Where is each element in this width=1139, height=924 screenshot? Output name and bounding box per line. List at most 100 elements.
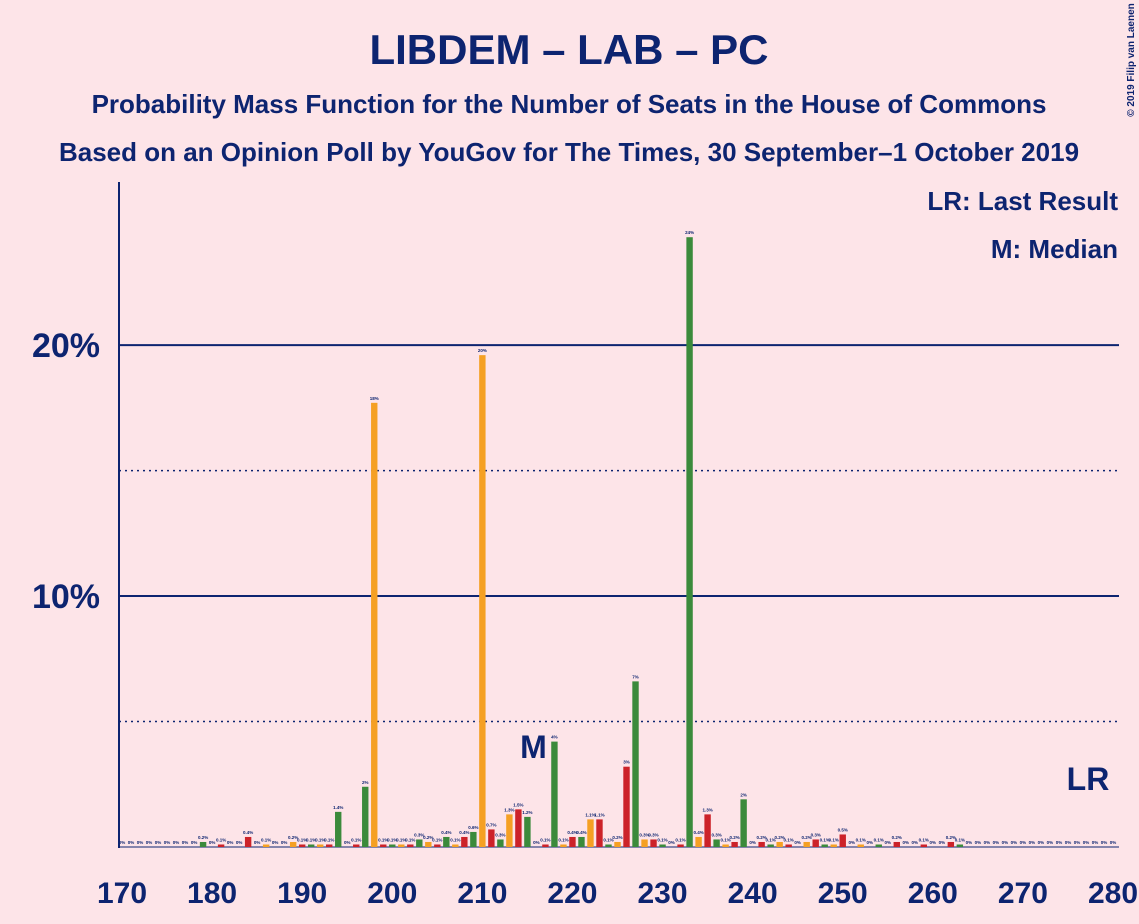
x-tick-label: 200	[367, 877, 417, 910]
value-label: 0.1%	[766, 837, 776, 842]
value-label: 0.1%	[720, 837, 730, 842]
value-label: 0.4%	[576, 830, 586, 835]
bar	[425, 841, 432, 847]
value-label: 0%	[227, 840, 234, 845]
value-label: 24%	[685, 230, 694, 235]
bar	[569, 836, 576, 847]
value-label: 0%	[1011, 840, 1018, 845]
value-label: 0.3%	[495, 832, 505, 837]
value-label: 0%	[173, 840, 180, 845]
value-label: 1.3%	[504, 807, 514, 812]
value-label: 0.1%	[315, 837, 325, 842]
value-label: 0.4%	[441, 830, 451, 835]
value-label: 2%	[740, 792, 747, 797]
value-label: 0.1%	[820, 837, 830, 842]
bar	[677, 844, 684, 847]
value-label: 0.1%	[396, 837, 406, 842]
bar	[893, 841, 900, 847]
bar	[920, 844, 928, 847]
value-label: 1.2%	[522, 810, 532, 815]
value-label: 0.3%	[414, 832, 424, 837]
value-label: 0%	[209, 840, 216, 845]
value-label: 0.1%	[378, 837, 388, 842]
value-label: 0%	[182, 840, 189, 845]
value-label: 0%	[993, 840, 1000, 845]
bar	[335, 811, 342, 847]
bar	[479, 355, 486, 847]
bar	[722, 844, 729, 847]
bar	[875, 844, 882, 847]
value-label: 0.3%	[648, 832, 658, 837]
value-label: 0%	[1047, 840, 1054, 845]
bar	[713, 839, 720, 847]
value-label: 0.1%	[919, 837, 929, 842]
value-label: 0%	[966, 840, 973, 845]
bar	[587, 819, 594, 847]
value-label: 0.6%	[468, 825, 478, 830]
value-label: 0%	[119, 840, 126, 845]
value-label: 0.1%	[261, 837, 271, 842]
value-label: 2%	[362, 780, 369, 785]
value-label: 0.2%	[198, 835, 208, 840]
value-label: 0%	[1110, 840, 1117, 845]
bar	[731, 841, 738, 847]
bar	[262, 844, 270, 847]
bar	[380, 844, 387, 847]
value-label: 0.3%	[811, 832, 821, 837]
bar	[686, 237, 693, 848]
bar	[704, 814, 711, 847]
value-label: 0%	[128, 840, 135, 845]
value-label: 0.1%	[657, 837, 667, 842]
bar	[217, 844, 225, 847]
value-label: 0%	[939, 840, 946, 845]
value-label: 0.7%	[486, 822, 496, 827]
bar	[857, 844, 864, 847]
value-label: 0%	[272, 840, 279, 845]
bar	[623, 766, 630, 847]
bar	[452, 844, 459, 847]
value-label: 3%	[623, 760, 630, 765]
value-label: 0.1%	[297, 837, 307, 842]
value-label: 0%	[1038, 840, 1045, 845]
value-label: 0.1%	[387, 837, 397, 842]
value-label: 0%	[1092, 840, 1099, 845]
chart-subtitle: Based on an Opinion Poll by YouGov for T…	[59, 137, 1079, 167]
value-label: 0.1%	[216, 837, 226, 842]
bar	[785, 844, 792, 847]
value-label: 0%	[1056, 840, 1063, 845]
value-label: 0%	[344, 840, 351, 845]
value-label: 0%	[1029, 840, 1036, 845]
value-label: 0%	[533, 840, 540, 845]
bar	[524, 816, 531, 847]
value-label: 0%	[930, 840, 937, 845]
value-label: 0.4%	[243, 830, 253, 835]
value-label: 0.2%	[802, 835, 812, 840]
bar	[767, 844, 774, 847]
value-label: 0%	[1020, 840, 1027, 845]
bar	[497, 839, 504, 847]
value-label: 0.2%	[288, 835, 298, 840]
value-label: 0%	[155, 840, 162, 845]
bar	[803, 841, 810, 847]
bar	[371, 402, 378, 847]
y-tick-label: 10%	[32, 578, 100, 616]
value-label: 0.2%	[892, 835, 902, 840]
value-label: 0%	[1074, 840, 1081, 845]
value-label: 0.1%	[540, 837, 550, 842]
bar	[289, 841, 297, 847]
value-label: 0.2%	[729, 835, 739, 840]
value-label: 0.1%	[405, 837, 415, 842]
value-label: 0.1%	[558, 837, 568, 842]
x-tick-label: 280	[1088, 877, 1138, 910]
bar	[362, 786, 369, 847]
value-label: 0%	[1101, 840, 1108, 845]
value-label: 0.2%	[946, 835, 956, 840]
x-tick-label: 240	[728, 877, 778, 910]
value-label: 18%	[370, 396, 379, 401]
bar	[470, 831, 477, 847]
x-tick-label: 250	[818, 877, 868, 910]
bar	[560, 844, 567, 847]
bar	[650, 839, 657, 847]
value-label: 0.4%	[567, 830, 577, 835]
